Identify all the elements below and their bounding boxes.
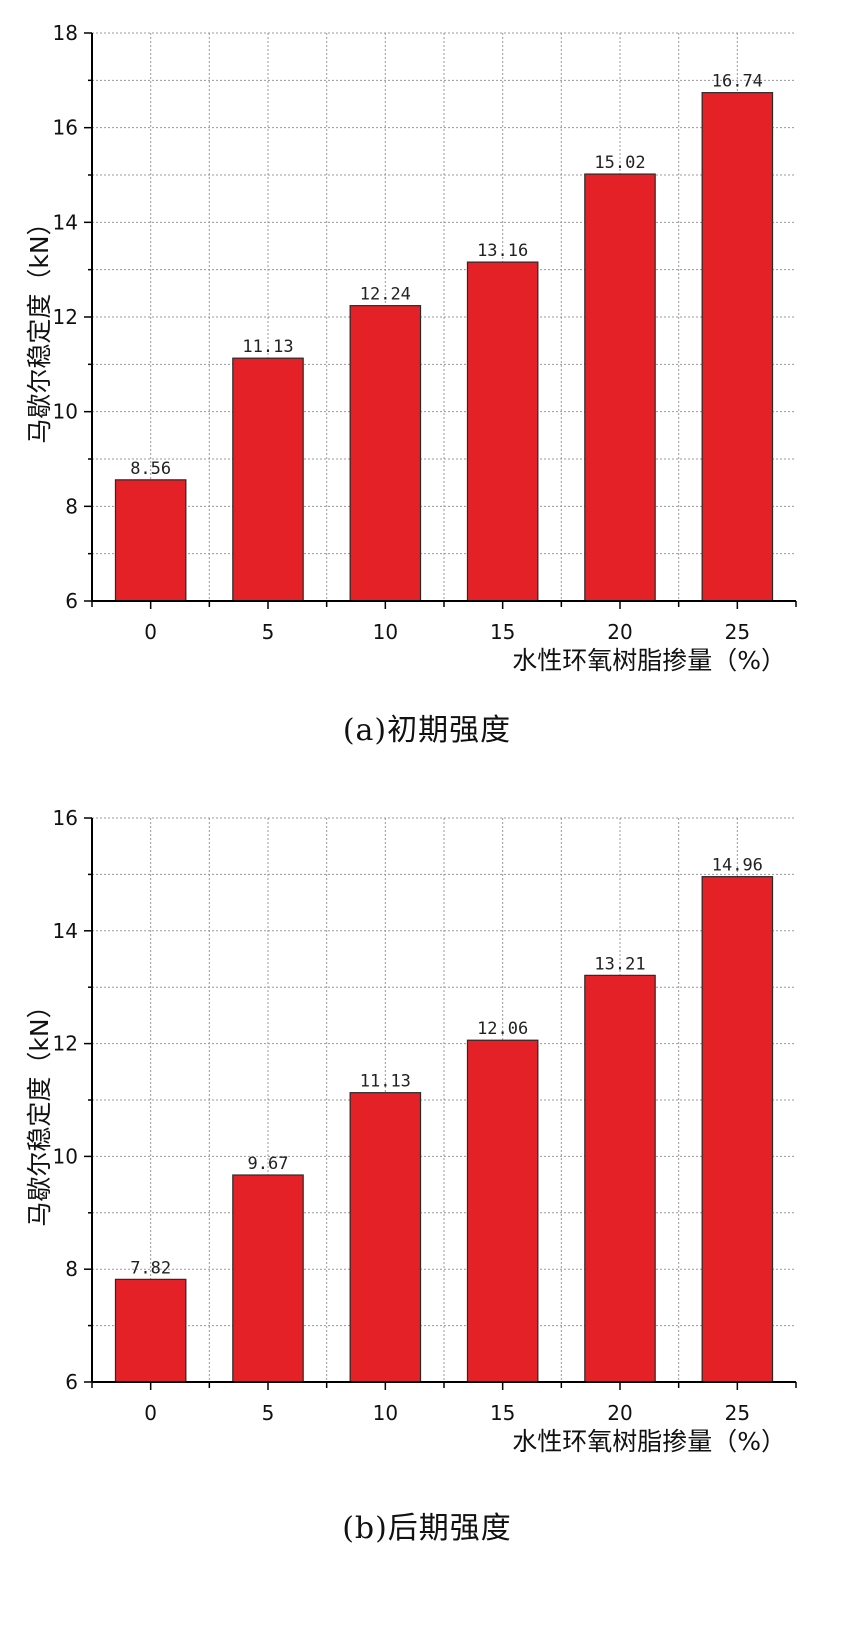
bar-value-label: 9.67 — [248, 1154, 289, 1174]
x-tick-label: 20 — [607, 1401, 632, 1425]
caption-a: (a)初期强度 — [342, 713, 512, 748]
bar-value-label: 13.21 — [594, 954, 645, 974]
x-tick-label: 0 — [144, 620, 157, 644]
bar — [114, 1278, 187, 1383]
y-tick-label: 6 — [65, 589, 78, 613]
bar-value-label: 14.96 — [712, 856, 763, 876]
y-tick-label: 10 — [53, 400, 78, 424]
bar-value-label: 16.74 — [712, 72, 763, 92]
x-tick-label: 5 — [262, 1401, 275, 1425]
chart-panel-b: 7.82 9.67 11.13 12.06 13.21 14.96 6 8 10 12 14 16 0 5… — [0, 806, 854, 1610]
y-tick-label: 10 — [53, 1144, 78, 1168]
x-tick-label: 15 — [490, 620, 515, 644]
bar-chart-b: 7.82 9.67 11.13 12.06 13.21 14.96 6 8 10 12 14 16 0 5… — [25, 806, 797, 1456]
bar — [114, 479, 187, 602]
x-tick-label: 10 — [373, 620, 398, 644]
bar — [584, 974, 656, 1383]
bar-value-label: 12.06 — [477, 1019, 528, 1039]
x-tick-label: 10 — [373, 1401, 398, 1425]
y-tick-label: 8 — [65, 494, 78, 518]
x-tick-label: 25 — [725, 1401, 750, 1425]
bar — [466, 1039, 539, 1383]
x-tick-label: 20 — [607, 620, 632, 644]
y-tick-label: 18 — [53, 21, 78, 45]
x-tick-label: 0 — [144, 1401, 157, 1425]
x-tick-label: 15 — [490, 1401, 515, 1425]
bar — [349, 305, 422, 602]
caption-b: (b)后期强度 — [342, 1511, 512, 1546]
y-axis-title: 马歇尔稳定度（kN） — [25, 993, 54, 1226]
y-tick-label: 8 — [65, 1257, 78, 1281]
y-tick-label: 16 — [53, 116, 78, 140]
y-tick-label: 12 — [53, 1032, 78, 1056]
bar-value-label: 11.13 — [242, 337, 293, 357]
y-tick-label: 14 — [53, 210, 78, 234]
y-tick-label: 6 — [65, 1370, 78, 1394]
bar — [232, 1174, 304, 1383]
bar — [701, 876, 774, 1383]
y-tick-label: 16 — [53, 806, 78, 830]
bar-value-label: 12.24 — [360, 285, 411, 305]
bar-value-label: 13.16 — [477, 241, 528, 261]
x-tick-label: 25 — [725, 620, 750, 644]
bar — [701, 92, 774, 602]
chart-panel-a: 8.56 11.13 12.24 13.16 15.02 16.74 6 8 10 12 14 16 1… — [0, 0, 854, 790]
bar — [232, 357, 304, 602]
bar-chart-a: 8.56 11.13 12.24 13.16 15.02 16.74 6 8 10 12 14 16 1… — [25, 21, 797, 675]
y-axis-title: 马歇尔稳定度（kN） — [25, 210, 54, 443]
y-tick-label: 12 — [53, 305, 78, 329]
bar-value-label: 15.02 — [594, 153, 645, 173]
bar-value-label: 8.56 — [130, 459, 171, 479]
bar-value-label: 11.13 — [360, 1072, 411, 1092]
bar — [584, 173, 656, 602]
x-tick-label: 5 — [262, 620, 275, 644]
bar — [349, 1092, 422, 1383]
bar-value-label: 7.82 — [130, 1258, 171, 1278]
x-axis-title: 水性环氧树脂掺量（%） — [512, 646, 786, 675]
bar — [466, 261, 539, 602]
x-axis-title: 水性环氧树脂掺量（%） — [512, 1427, 786, 1456]
y-tick-label: 14 — [53, 919, 78, 943]
